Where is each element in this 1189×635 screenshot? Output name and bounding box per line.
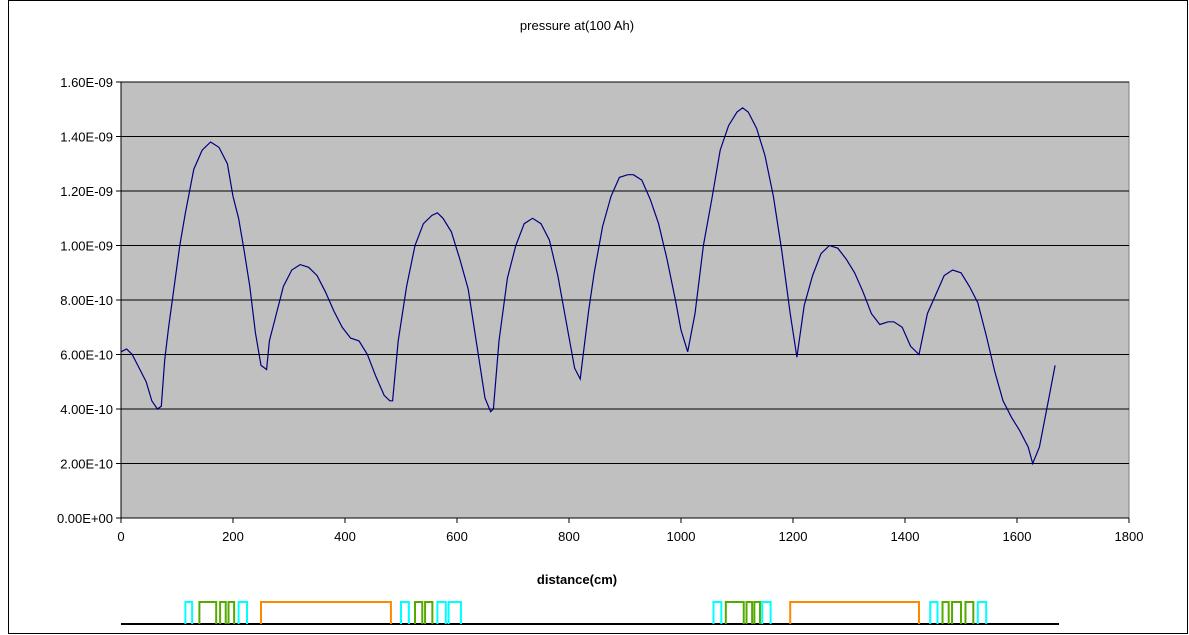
strip-segment — [237, 601, 248, 624]
strip-segment — [761, 601, 772, 624]
strip-segment — [424, 601, 434, 624]
strip-segment — [400, 601, 410, 624]
series-line-pressure — [120, 107, 1056, 466]
y-tick-label: 1.20E-09 — [60, 184, 113, 199]
strip-segment — [951, 601, 962, 624]
y-tick-label: 1.60E-09 — [60, 75, 113, 90]
strip-segment — [724, 601, 745, 624]
y-tick-label: 4.00E-10 — [60, 402, 113, 417]
y-tick-label: 6.00E-10 — [60, 348, 113, 363]
y-tick-label: 1.00E-09 — [60, 239, 113, 254]
component-layout-strip — [121, 601, 1059, 625]
strip-segment — [227, 601, 236, 624]
strip-segment — [436, 601, 447, 624]
x-tick-label: 1200 — [779, 529, 808, 544]
strip-segment — [260, 601, 392, 624]
strip-segment — [929, 601, 939, 624]
x-tick-label: 400 — [334, 529, 356, 544]
x-tick-label: 600 — [446, 529, 468, 544]
strip-segment — [976, 601, 988, 624]
strip-segment — [753, 601, 761, 624]
chart-title: pressure at(100 Ah) — [520, 18, 634, 33]
y-tick-label: 1.40E-09 — [60, 130, 113, 145]
pressure-chart: pressure at(100 Ah) 0.00E+00 2.00E-10 4.00… — [57, 18, 1144, 625]
strip-segment — [941, 601, 950, 624]
strip-segment — [745, 601, 754, 624]
strip-segment — [712, 601, 723, 624]
y-tick-label: 8.00E-10 — [60, 293, 113, 308]
x-tick-label: 200 — [222, 529, 244, 544]
x-tick-label: 1600 — [1003, 529, 1032, 544]
x-axis: 0 200 400 600 800 1000 1200 1400 1600 1800 — [117, 517, 1144, 544]
strip-segment — [414, 601, 424, 624]
strip-segment — [447, 601, 462, 624]
y-tick-label: 0.00E+00 — [57, 511, 113, 526]
y-tick-label: 2.00E-10 — [60, 457, 113, 472]
strip-segment — [184, 601, 194, 624]
strip-segment — [964, 601, 975, 624]
strip-segment — [789, 601, 920, 624]
x-tick-label: 1400 — [891, 529, 920, 544]
y-axis: 0.00E+00 2.00E-10 4.00E-10 6.00E-10 8.00E-10… — [57, 75, 122, 526]
plot-area — [120, 81, 1130, 519]
x-tick-label: 0 — [117, 529, 124, 544]
x-tick-label: 1000 — [667, 529, 696, 544]
strip-segment — [198, 601, 218, 624]
x-axis-title: distance(cm) — [537, 572, 617, 587]
strip-segment — [219, 601, 227, 624]
chart-frame: pressure at(100 Ah) 0.00E+00 2.00E-10 4.00… — [8, 0, 1188, 634]
x-tick-label: 800 — [558, 529, 580, 544]
x-tick-label: 1800 — [1115, 529, 1144, 544]
